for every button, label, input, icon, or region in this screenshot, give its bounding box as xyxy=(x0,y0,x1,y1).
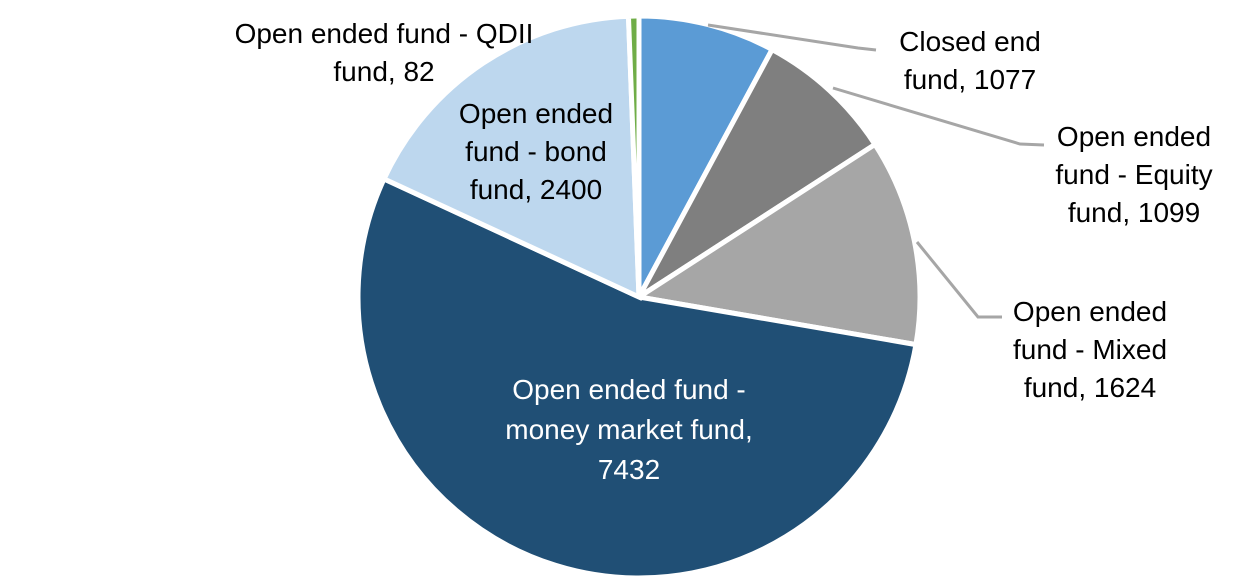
pie-slices-group xyxy=(355,13,923,581)
pie-slice-bond xyxy=(380,13,642,301)
leader-line-equity-fund xyxy=(832,86,1045,147)
label-equity-fund: Open ended fund - Equity fund, 1099 xyxy=(1055,121,1213,228)
label-qdii-fund: Open ended fund - QDII fund, 82 xyxy=(234,18,534,87)
pie-slice-qdii xyxy=(625,13,642,298)
leader-line-mixed-fund xyxy=(915,241,1002,319)
pie-slice-closed-end xyxy=(636,13,776,299)
pie-slice-money-market xyxy=(355,175,919,581)
label-mixed-fund: Open ended fund - Mixed fund, 1624 xyxy=(1012,296,1168,403)
label-bond-fund: Open ended fund - bond fund, 2400 xyxy=(458,98,614,205)
pie-slice-mixed xyxy=(632,141,923,348)
label-closed-end-fund: Closed end fund, 1077 xyxy=(899,26,1041,95)
label-money-market-fund: Open ended fund - money market fund, 743… xyxy=(505,374,753,485)
leader-line-closed-end-fund xyxy=(707,23,877,52)
pie-slice-equity xyxy=(636,46,879,300)
